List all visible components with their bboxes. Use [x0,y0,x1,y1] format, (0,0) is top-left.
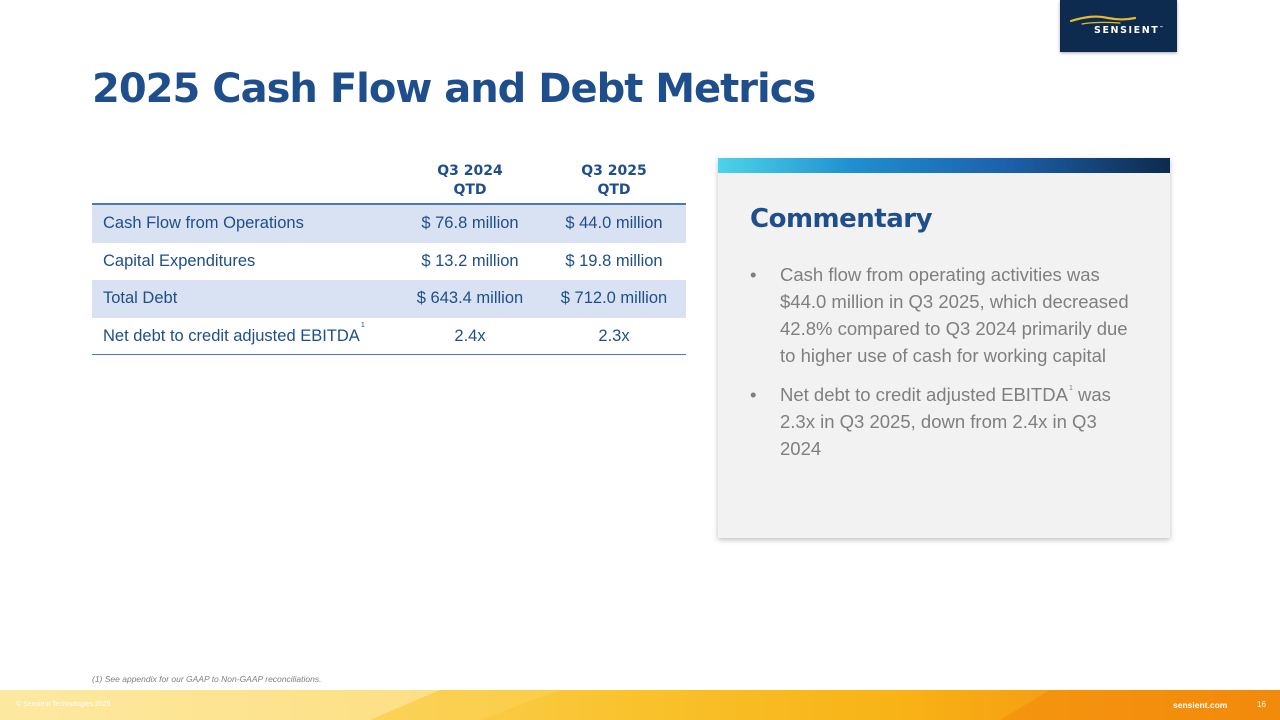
logo-wordmark: SENSIENT™ [1094,25,1164,36]
page-number: 16 [1257,700,1266,709]
table-row: Total Debt $ 643.4 million $ 712.0 milli… [92,280,686,318]
row-label: Net debt to credit adjusted EBITDA1 [103,321,365,345]
commentary-heading: Commentary [750,204,933,234]
row-label: Cash Flow from Operations [103,214,304,232]
bullet-item: Cash flow from operating activities was … [750,261,1130,369]
page-title: 2025 Cash Flow and Debt Metrics [92,66,816,112]
cell-q3-2024: $ 13.2 million [421,251,519,270]
row-label: Total Debt [103,289,178,307]
website-link[interactable]: sensient.com [1173,700,1228,710]
footnote-marker: 1 [1068,385,1073,392]
table-row: Capital Expenditures $ 13.2 million $ 19… [92,243,686,281]
gradient-accent-bar [718,158,1170,173]
table-header: Q3 2024 QTD Q3 2025 QTD [92,160,686,205]
table-row: Net debt to credit adjusted EBITDA1 2.4x… [92,318,686,355]
cell-q3-2025: $ 19.8 million [565,251,663,270]
cell-q3-2024: 2.4x [454,326,486,345]
sensient-logo: SENSIENT™ [1060,0,1177,52]
column-header-q3-2024: Q3 2024 QTD [437,163,503,198]
cell-q3-2025: 2.3x [598,326,630,345]
table-row: Cash Flow from Operations $ 76.8 million… [92,205,686,243]
cell-q3-2024: $ 76.8 million [421,214,519,232]
footer-stripes-icon [0,690,1280,720]
cell-q3-2025: $ 712.0 million [560,289,668,307]
row-label: Capital Expenditures [103,251,256,270]
footnote: (1) See appendix for our GAAP to Non-GAA… [92,674,322,684]
copyright-text: © Sensient Technologies 2025 [16,701,111,708]
cell-q3-2025: $ 44.0 million [565,214,663,232]
metrics-table: Q3 2024 QTD Q3 2025 QTD Cash Flow from O… [92,160,686,355]
column-header-q3-2025: Q3 2025 QTD [581,163,647,198]
cell-q3-2024: $ 643.4 million [416,289,524,307]
logo-swoosh-icon [1070,15,1136,25]
commentary-panel: Commentary Cash flow from operating acti… [718,158,1170,538]
footnote-marker: 1 [360,321,365,329]
bullet-item: Net debt to credit adjusted EBITDA1 was … [750,381,1130,462]
commentary-bullets: Cash flow from operating activities was … [750,261,1130,474]
footer-band: © Sensient Technologies 2025 sensient.co… [0,690,1280,720]
